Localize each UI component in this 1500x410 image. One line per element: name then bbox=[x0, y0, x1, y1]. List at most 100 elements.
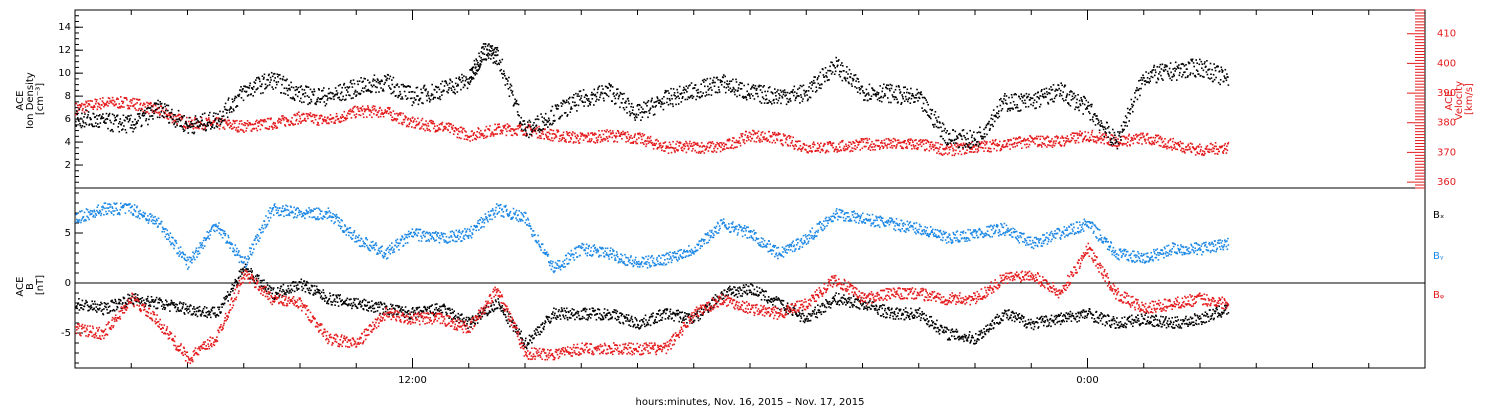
velocity-point bbox=[553, 137, 556, 140]
velocity-point bbox=[323, 120, 325, 123]
velocity-point bbox=[856, 141, 859, 143]
density-point bbox=[294, 93, 297, 96]
velocity-point bbox=[589, 141, 591, 143]
density-point bbox=[968, 147, 971, 149]
velocity-point bbox=[775, 134, 777, 137]
velocity-point bbox=[109, 100, 112, 102]
density-point bbox=[1212, 73, 1215, 76]
bx-point bbox=[108, 312, 110, 314]
velocity-point bbox=[599, 141, 602, 143]
velocity-point bbox=[637, 133, 640, 136]
velocity-point bbox=[929, 143, 932, 146]
velocity-point bbox=[789, 135, 792, 138]
velocity-point bbox=[1143, 135, 1145, 138]
velocity-point bbox=[388, 108, 391, 111]
velocity-point bbox=[1203, 150, 1206, 153]
density-point bbox=[118, 122, 120, 125]
density-point bbox=[1144, 83, 1146, 86]
velocity-point bbox=[620, 131, 623, 134]
velocity-point bbox=[881, 142, 884, 144]
velocity-point bbox=[104, 104, 106, 107]
bx-point bbox=[151, 299, 153, 301]
density-point bbox=[964, 136, 966, 139]
bx-point bbox=[154, 299, 156, 302]
density-point bbox=[509, 86, 511, 89]
velocity-point bbox=[560, 139, 562, 142]
density-point bbox=[991, 118, 994, 121]
density-point bbox=[872, 89, 874, 91]
density-point bbox=[387, 74, 389, 76]
velocity-point bbox=[1040, 144, 1043, 146]
velocity-point bbox=[935, 146, 938, 149]
density-point bbox=[1046, 91, 1048, 93]
density-point bbox=[574, 101, 576, 104]
velocity-point bbox=[1092, 135, 1094, 138]
velocity-point bbox=[887, 143, 889, 146]
bx-point bbox=[174, 306, 177, 308]
density-point bbox=[970, 146, 972, 149]
density-point bbox=[1031, 97, 1034, 99]
density-point bbox=[530, 134, 533, 136]
velocity-point bbox=[189, 123, 191, 125]
velocity-point bbox=[361, 105, 364, 108]
density-point bbox=[269, 81, 271, 84]
density-point bbox=[650, 100, 652, 103]
velocity-point bbox=[515, 128, 517, 130]
density-point bbox=[1109, 139, 1112, 141]
velocity-point bbox=[908, 143, 911, 146]
velocity-point bbox=[306, 115, 309, 117]
density-point bbox=[862, 90, 864, 92]
density-point bbox=[104, 118, 107, 121]
velocity-point bbox=[683, 144, 685, 147]
velocity-point bbox=[1059, 137, 1062, 139]
density-point bbox=[1143, 80, 1146, 82]
velocity-point bbox=[809, 147, 812, 149]
density-point bbox=[348, 94, 350, 96]
velocity-point bbox=[201, 127, 203, 130]
bx-point bbox=[146, 300, 148, 302]
density-point bbox=[1065, 99, 1067, 101]
density-point bbox=[911, 94, 913, 97]
density-point bbox=[345, 94, 348, 97]
velocity-point bbox=[433, 122, 436, 125]
density-point bbox=[569, 96, 571, 99]
velocity-point bbox=[651, 141, 653, 144]
density-point bbox=[1120, 139, 1122, 141]
velocity-point bbox=[391, 116, 394, 118]
density-point bbox=[760, 102, 763, 104]
density-point bbox=[347, 87, 350, 89]
density-point bbox=[941, 130, 943, 133]
velocity-point bbox=[1152, 136, 1154, 139]
density-point bbox=[427, 91, 429, 93]
velocity-point bbox=[596, 139, 598, 142]
density-point bbox=[998, 110, 1000, 112]
velocity-point bbox=[529, 126, 532, 129]
velocity-point bbox=[780, 139, 782, 141]
velocity-point bbox=[417, 123, 420, 126]
density-point bbox=[1057, 84, 1060, 87]
velocity-point bbox=[620, 133, 622, 136]
density-point bbox=[148, 118, 150, 121]
density-point bbox=[248, 87, 250, 89]
density-point bbox=[1170, 71, 1172, 74]
velocity-point bbox=[100, 107, 102, 110]
velocity-point bbox=[737, 140, 739, 143]
density-point bbox=[251, 87, 253, 89]
bx-point bbox=[115, 302, 117, 305]
velocity-point bbox=[508, 124, 510, 127]
velocity-point bbox=[441, 121, 444, 124]
velocity-point bbox=[1148, 142, 1151, 145]
density-point bbox=[955, 138, 958, 140]
density-point bbox=[761, 91, 763, 94]
velocity-point bbox=[327, 116, 329, 118]
velocity-point bbox=[665, 147, 667, 149]
velocity-point bbox=[802, 146, 804, 149]
velocity-point bbox=[818, 147, 820, 150]
velocity-point bbox=[731, 140, 734, 142]
density-point bbox=[672, 105, 674, 108]
density-point bbox=[627, 97, 629, 100]
velocity-point bbox=[429, 119, 432, 122]
density-point bbox=[639, 112, 642, 114]
density-point bbox=[641, 111, 643, 113]
density-point bbox=[1149, 80, 1151, 82]
